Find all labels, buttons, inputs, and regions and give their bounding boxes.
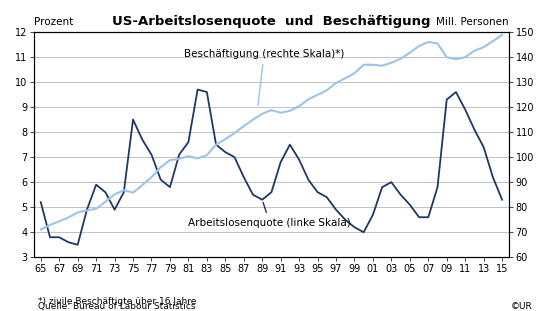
Text: Prozent: Prozent [35, 17, 74, 27]
Text: Beschäftigung (rechte Skala)*): Beschäftigung (rechte Skala)*) [184, 49, 344, 105]
Text: Mill. Personen: Mill. Personen [436, 17, 508, 27]
Text: Quelle: Bureau of Labour Statistics: Quelle: Bureau of Labour Statistics [38, 302, 196, 311]
Title: US-Arbeitslosenquote  und  Beschäftigung: US-Arbeitslosenquote und Beschäftigung [112, 15, 430, 28]
Text: Arbeitslosenquote (linke Skala): Arbeitslosenquote (linke Skala) [188, 202, 351, 228]
Text: ©UR: ©UR [511, 302, 533, 311]
Text: *) zivile Beschäftigte über 16 Jahre: *) zivile Beschäftigte über 16 Jahre [38, 297, 197, 306]
